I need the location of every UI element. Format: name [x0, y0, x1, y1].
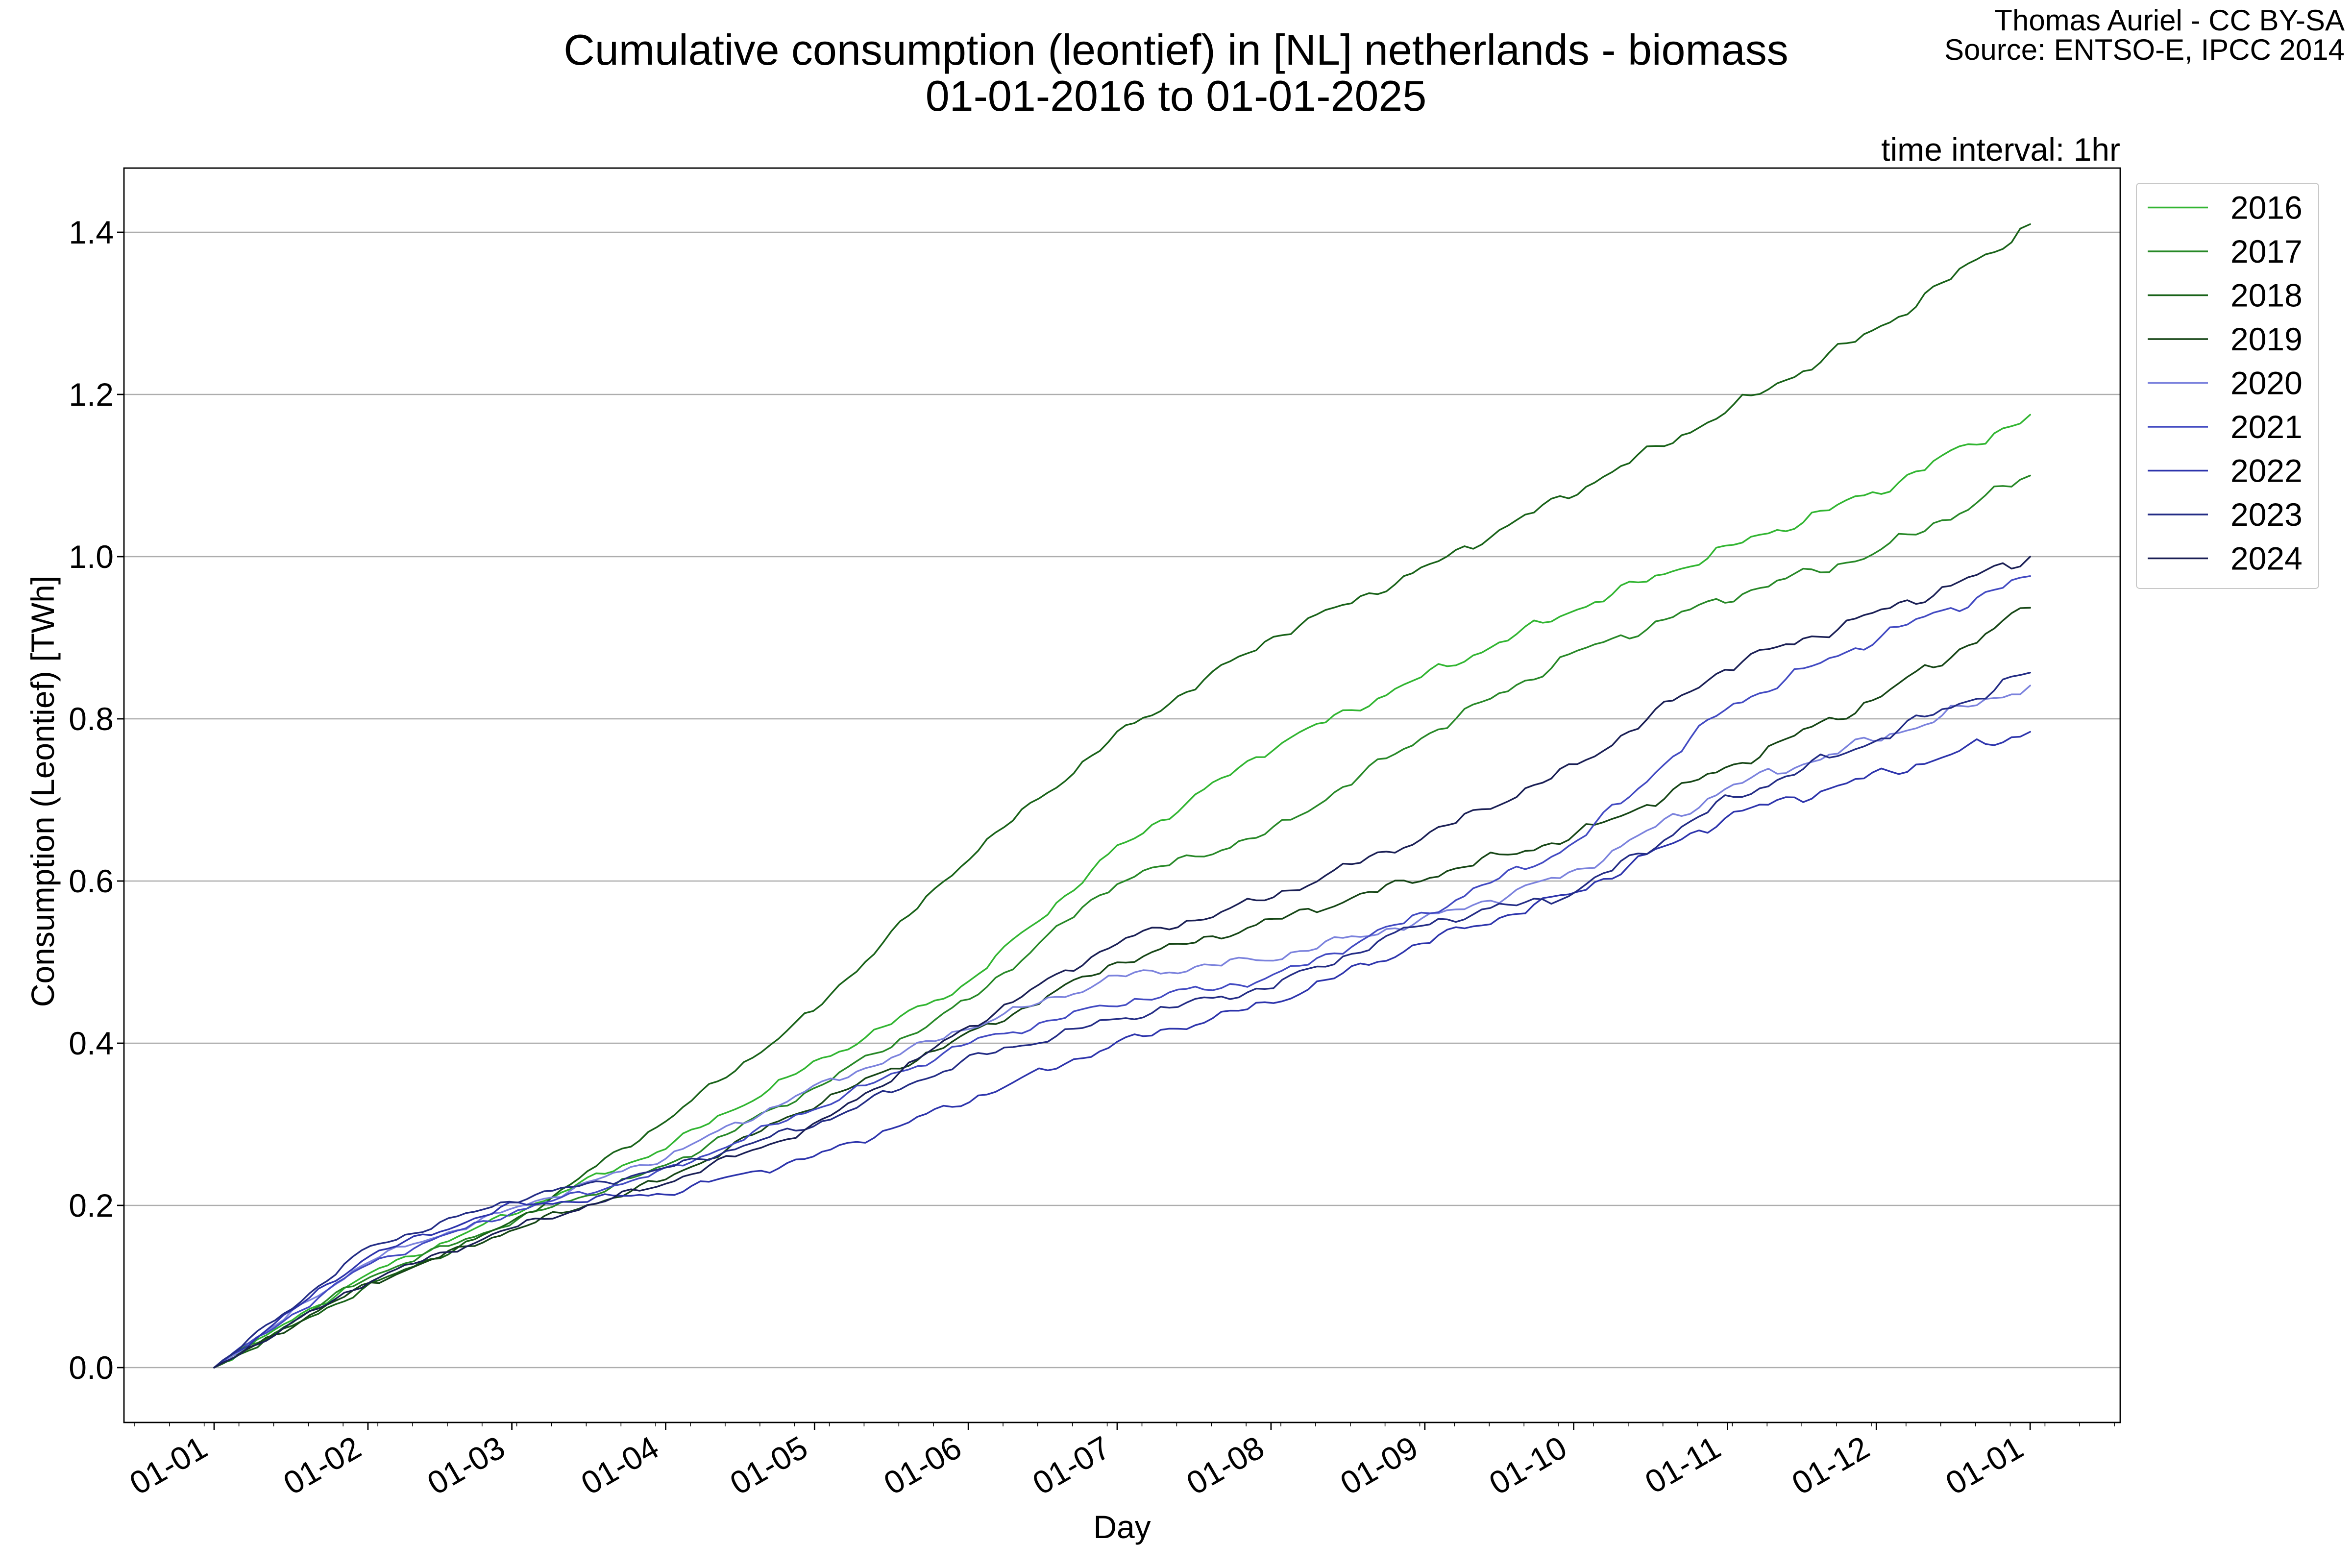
svg-text:0.2: 0.2 [69, 1187, 114, 1224]
svg-text:0.8: 0.8 [69, 701, 114, 737]
svg-text:Thomas Auriel - CC BY-SA: Thomas Auriel - CC BY-SA [1994, 4, 2345, 37]
svg-text:2020: 2020 [2230, 365, 2303, 401]
svg-text:2024: 2024 [2230, 540, 2303, 577]
svg-text:1.0: 1.0 [69, 539, 114, 575]
svg-text:2019: 2019 [2230, 321, 2303, 357]
svg-text:Cumulative consumption (leonti: Cumulative consumption (leontief) in [NL… [564, 25, 1788, 74]
svg-text:01-01-2016 to 01-01-2025: 01-01-2016 to 01-01-2025 [926, 72, 1427, 120]
svg-text:Day: Day [1093, 1509, 1151, 1545]
svg-text:1.4: 1.4 [69, 214, 114, 250]
svg-text:1.2: 1.2 [69, 376, 114, 413]
svg-text:2018: 2018 [2230, 277, 2303, 314]
svg-text:2016: 2016 [2230, 190, 2303, 226]
svg-text:2022: 2022 [2230, 453, 2303, 489]
svg-text:Source: ENTSO-E, IPCC 2014: Source: ENTSO-E, IPCC 2014 [1944, 33, 2345, 66]
svg-text:2023: 2023 [2230, 496, 2303, 533]
svg-text:0.6: 0.6 [69, 863, 114, 899]
svg-text:0.4: 0.4 [69, 1025, 114, 1061]
svg-text:Consumption (Leontief) [TWh]: Consumption (Leontief) [TWh] [24, 576, 61, 1007]
svg-text:2021: 2021 [2230, 409, 2303, 445]
svg-text:2017: 2017 [2230, 233, 2303, 270]
svg-text:0.0: 0.0 [69, 1349, 114, 1386]
svg-text:time interval: 1hr: time interval: 1hr [1881, 131, 2120, 168]
